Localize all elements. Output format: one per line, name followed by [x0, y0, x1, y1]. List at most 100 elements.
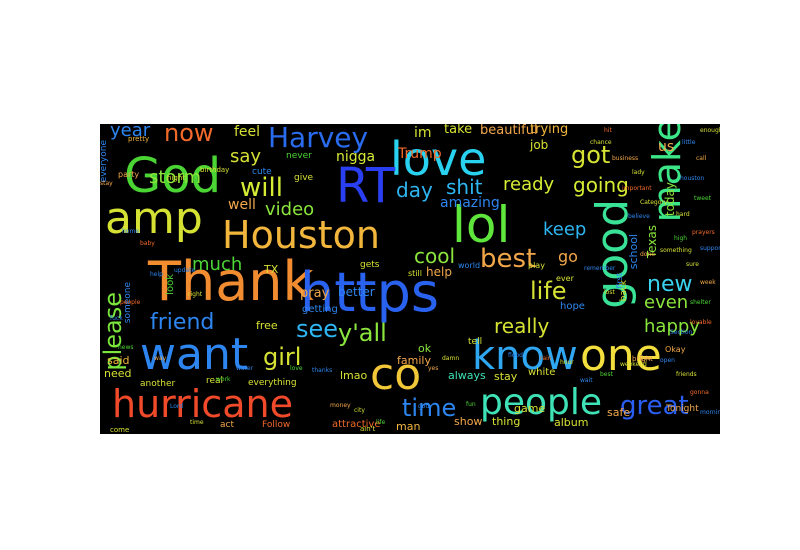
cloud-word: done: [640, 251, 655, 258]
cloud-word: believe: [628, 213, 650, 220]
cloud-word: game: [514, 402, 546, 415]
cloud-word: something: [660, 247, 692, 254]
cloud-word: see: [296, 315, 339, 343]
cloud-word: little: [682, 139, 696, 146]
cloud-word: way: [154, 355, 167, 362]
cloud-word: family: [397, 354, 431, 367]
cloud-word: co: [370, 349, 422, 400]
cloud-word: im: [414, 125, 432, 141]
cloud-word: call: [696, 155, 707, 162]
cloud-word: cool: [414, 244, 456, 268]
cloud-word: hour: [560, 359, 574, 366]
cloud-word: lol: [452, 196, 511, 254]
cloud-word: everything: [248, 378, 297, 388]
cloud-word: much: [192, 254, 243, 275]
cloud-word: say: [230, 146, 262, 167]
cloud-word: girl: [263, 343, 302, 371]
cloud-word: work: [216, 376, 231, 383]
cloud-word: amazing: [440, 195, 500, 211]
cloud-word: white: [528, 367, 556, 378]
cloud-word: go: [558, 247, 578, 266]
cloud-word: even: [644, 292, 689, 313]
cloud-word: beautiful: [480, 124, 538, 138]
cloud-word: attractive: [332, 419, 381, 430]
cloud-word: man: [396, 420, 421, 433]
cloud-word: news: [118, 344, 134, 351]
cloud-word: play: [528, 261, 545, 270]
cloud-word: tell: [468, 337, 483, 347]
cloud-word: great: [620, 391, 689, 421]
cloud-word: help: [426, 265, 452, 279]
cloud-word: Trump: [398, 146, 442, 162]
cloud-word: baby: [140, 240, 155, 247]
cloud-word: birthday: [200, 166, 230, 174]
cloud-word: water: [236, 365, 254, 372]
cloud-word: want: [140, 329, 249, 380]
cloud-word: home: [122, 228, 140, 235]
cloud-word: now: [164, 124, 214, 147]
cloud-word: Section: [670, 329, 693, 336]
cloud-word: thing: [492, 415, 521, 428]
cloud-word: got: [571, 141, 611, 169]
cloud-word: chance: [590, 139, 612, 146]
cloud-word: Tonight: [666, 404, 699, 414]
cloud-word: lmao: [340, 369, 368, 382]
cloud-word: everyone: [100, 140, 109, 183]
cloud-word: time: [402, 394, 457, 422]
cloud-word: ok: [418, 342, 432, 355]
cloud-word: will: [240, 173, 283, 203]
cloud-word: first: [615, 273, 624, 289]
cloud-word: real: [206, 376, 224, 386]
cloud-word: Category: [640, 199, 668, 206]
cloud-word: gets: [360, 260, 380, 270]
cloud-word: fuck: [110, 315, 123, 322]
cloud-word: well: [228, 197, 256, 213]
cloud-word: really: [494, 314, 550, 338]
cloud-word: hope: [560, 301, 585, 312]
cloud-word: bright: [632, 355, 653, 363]
cloud-word: give: [294, 173, 314, 183]
cloud-word: happy: [644, 316, 700, 337]
cloud-word: always: [448, 369, 486, 382]
cloud-word: ain't: [360, 425, 376, 433]
cloud-word: wait: [580, 377, 593, 384]
cloud-word: city: [354, 407, 365, 414]
cloud-word: love: [390, 132, 487, 186]
cloud-word: Follow: [262, 420, 291, 430]
cloud-word: fun: [466, 401, 476, 408]
cloud-word: best: [600, 371, 613, 378]
cloud-word: another: [140, 379, 176, 389]
cloud-word: support: [700, 245, 720, 252]
cloud-word: act: [220, 420, 234, 430]
cloud-word: thanks: [312, 367, 333, 374]
cloud-word: know: [472, 333, 578, 379]
cloud-word: one: [580, 330, 662, 381]
cloud-word: prayers: [692, 229, 715, 236]
cloud-word: Okay: [665, 345, 686, 354]
cloud-word: live: [640, 355, 651, 362]
cloud-word: nigga: [336, 149, 376, 165]
cloud-word: still: [408, 269, 422, 278]
cloud-word: video: [265, 199, 315, 220]
cloud-word: take: [444, 124, 473, 137]
cloud-word: life: [530, 277, 567, 305]
cloud-word: album: [554, 416, 589, 429]
cloud-word: people: [120, 299, 141, 306]
cloud-word: gonna: [690, 389, 709, 396]
cloud-word: shit: [446, 175, 483, 199]
cloud-word: getting: [302, 304, 338, 315]
cloud-word: update: [174, 267, 196, 274]
cloud-word: pretty: [128, 135, 150, 143]
cloud-word: Thank: [148, 250, 314, 313]
cloud-word: high: [674, 235, 688, 242]
cloud-word: come: [110, 426, 130, 434]
cloud-word: people: [480, 382, 603, 423]
cloud-word: rain: [540, 355, 552, 362]
cloud-word: amp: [105, 193, 203, 244]
cloud-word: need: [104, 367, 132, 380]
word-cloud: Thank https Houston God love RT lol make good amp…: [100, 124, 720, 434]
cloud-word: ready: [503, 174, 555, 195]
cloud-word: show: [454, 415, 483, 428]
cloud-word: better: [338, 285, 375, 299]
cloud-word: look: [165, 274, 176, 295]
